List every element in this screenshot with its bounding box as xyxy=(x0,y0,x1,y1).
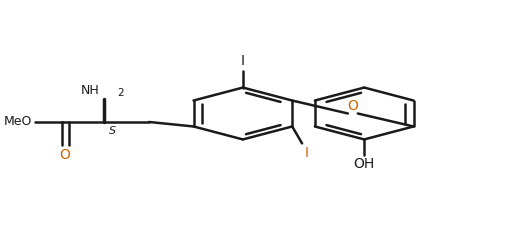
Text: I: I xyxy=(305,146,309,160)
Text: MeO: MeO xyxy=(4,116,33,128)
Text: NH: NH xyxy=(81,84,100,97)
Text: O: O xyxy=(347,99,358,113)
Text: OH: OH xyxy=(354,158,375,171)
Text: O: O xyxy=(59,148,70,162)
Text: S: S xyxy=(109,126,117,136)
Text: 2: 2 xyxy=(117,88,123,98)
Text: I: I xyxy=(241,54,245,68)
